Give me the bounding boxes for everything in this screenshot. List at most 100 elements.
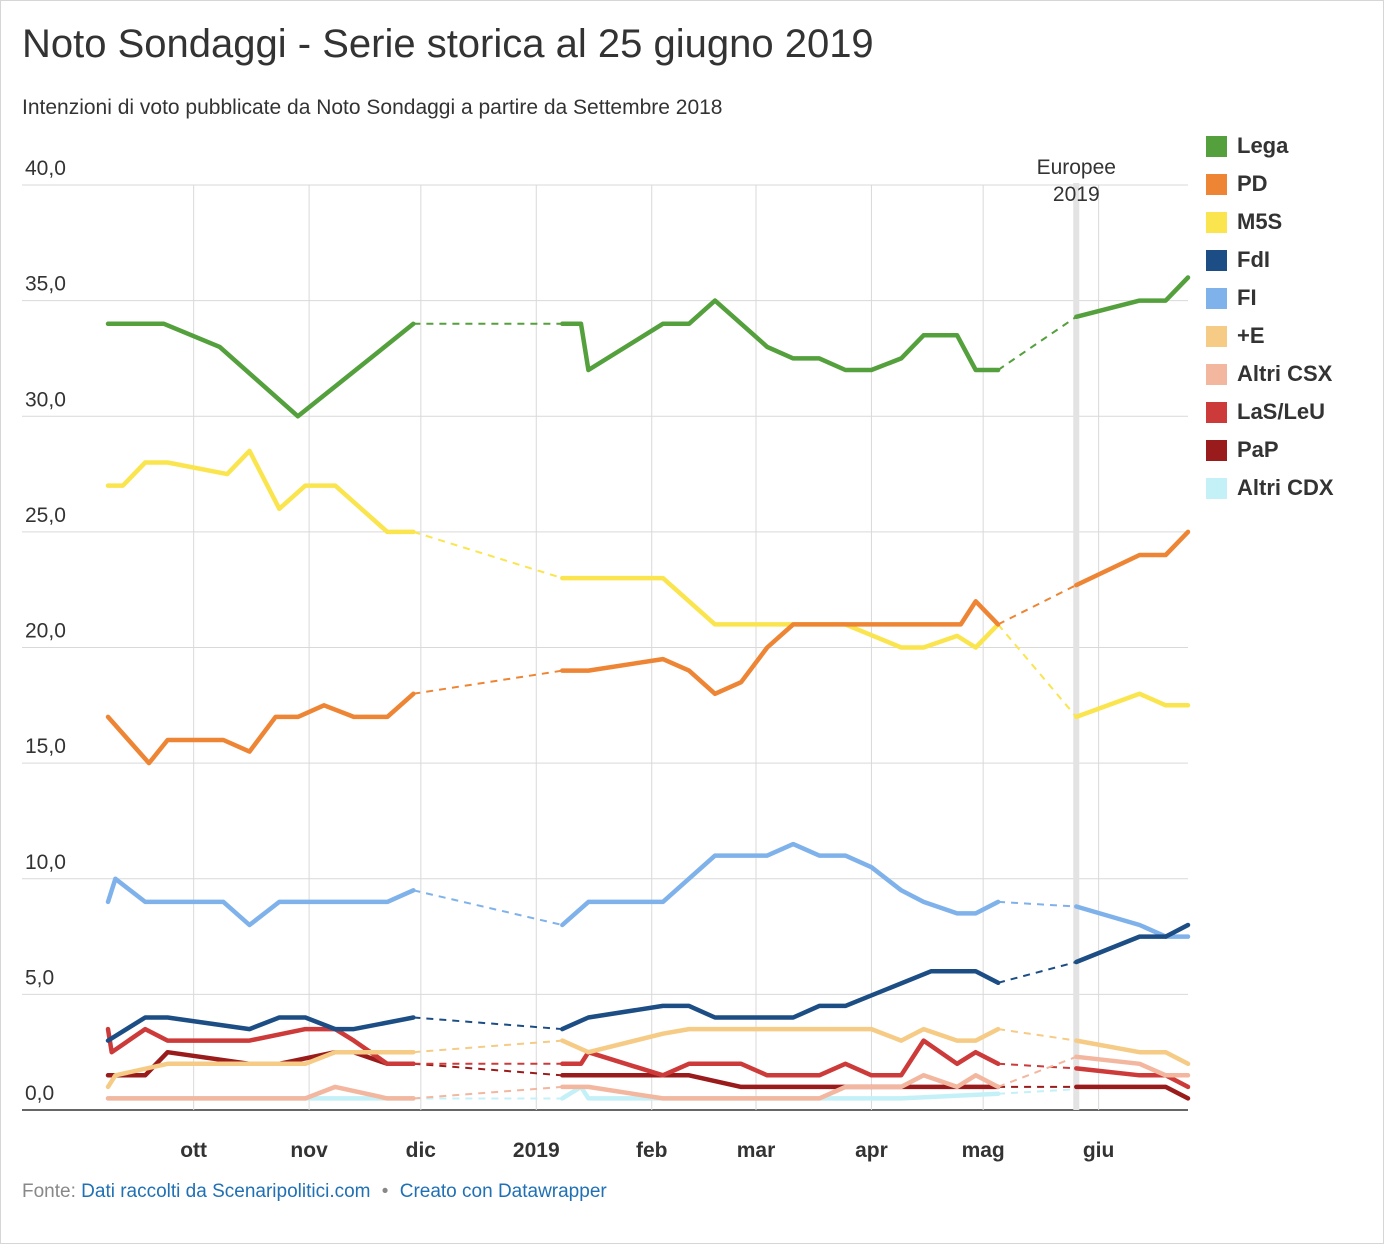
annotation-label: Europee 2019 (1037, 156, 1116, 206)
legend-swatch (1206, 287, 1227, 309)
series-gap-line (413, 1039, 563, 1054)
legend-label: FI (1237, 285, 1257, 310)
series-line (105, 876, 416, 928)
series-line (560, 298, 1001, 373)
series-line (1074, 529, 1191, 588)
source-link[interactable]: Dati raccolti da Scenaripolitici.com (81, 1181, 371, 1202)
series-line (105, 321, 416, 419)
x-tick-label: mag (962, 1139, 1005, 1162)
legend-item: Altri CSX (1206, 355, 1334, 393)
series-gap-line (997, 584, 1077, 626)
legend-label: M5S (1237, 209, 1283, 234)
x-tick-label: nov (290, 1139, 328, 1162)
legend-swatch (1206, 211, 1227, 233)
series-line (560, 599, 1001, 697)
footer-separator: • (381, 1181, 389, 1202)
series-line (1074, 904, 1191, 939)
series--e (105, 1026, 1191, 1090)
source-prefix: Fonte: (22, 1181, 76, 1202)
legend-label: +E (1237, 323, 1265, 348)
x-tick-label: feb (636, 1139, 668, 1162)
series-line (105, 1049, 416, 1090)
series-fi (105, 841, 1191, 939)
series-gap-line (997, 1055, 1077, 1088)
y-tick-label: 40,0 (25, 157, 66, 180)
legend-label: PaP (1237, 437, 1279, 462)
legend-item: PD (1206, 165, 1334, 203)
series-gap-line (413, 1016, 563, 1031)
series-line (560, 1038, 1001, 1078)
x-tick-label: mar (737, 1139, 776, 1162)
series-line (1074, 275, 1191, 320)
series-line (1074, 1054, 1191, 1078)
legend-item: M5S (1206, 203, 1334, 241)
legend-label: FdI (1237, 247, 1270, 272)
series-gap-line (997, 315, 1077, 371)
series-m5s (105, 448, 1191, 720)
series-line (560, 969, 1001, 1032)
x-axis-ticks: ott nov dic 2019 feb mar apr mag giu (180, 1139, 1114, 1162)
legend-item: LaS/LeU (1206, 393, 1334, 431)
series-line (1074, 1084, 1191, 1101)
grid-lines (22, 184, 1188, 1111)
y-tick-label: 30,0 (25, 388, 66, 411)
legend-swatch (1206, 135, 1227, 157)
legend-label: PD (1237, 171, 1268, 196)
legend-swatch (1206, 325, 1227, 347)
x-tick-label: dic (406, 1139, 437, 1162)
legend-swatch (1206, 249, 1227, 271)
x-tick-label: apr (855, 1139, 888, 1162)
series-lega (105, 275, 1191, 419)
series-line (560, 575, 1001, 650)
series-line (560, 841, 1001, 928)
series-gap-line (997, 623, 1078, 718)
datawrapper-link[interactable]: Creato con Datawrapper (399, 1181, 607, 1202)
series-line (105, 691, 416, 766)
y-tick-label: 20,0 (25, 620, 66, 643)
legend: Lega PD M5S FdI FI +E Altri CSX LaS/LeU PaP Altri… (1206, 127, 1334, 507)
x-tick-label: giu (1083, 1139, 1115, 1162)
series-line (1074, 1038, 1191, 1067)
series-gap-line (413, 889, 563, 926)
chart-title: Noto Sondaggi - Serie storica al 25 giug… (22, 22, 874, 66)
chart-subtitle: Intenzioni di voto pubblicate da Noto So… (22, 96, 723, 119)
series-line (560, 1084, 1001, 1101)
legend-item: Altri CDX (1206, 469, 1334, 507)
y-axis-ticks: 0,0 5,0 10,0 15,0 20,0 25,0 30,0 35,0 40,0 (25, 157, 66, 1105)
series-gap-line (998, 1088, 1077, 1095)
series-pd (105, 529, 1191, 766)
legend-label: Altri CDX (1237, 475, 1334, 500)
series-fdi (105, 922, 1191, 1043)
election-marker (1073, 183, 1080, 1110)
legend-item: +E (1206, 317, 1334, 355)
legend-swatch (1206, 401, 1227, 423)
series-line (560, 1026, 1001, 1055)
election-annotation: Europee 2019 (1037, 156, 1116, 1110)
legend-label: Altri CSX (1237, 361, 1333, 386)
legend-swatch (1206, 363, 1227, 385)
series-line (1074, 1066, 1191, 1090)
y-tick-label: 35,0 (25, 273, 66, 296)
series-gap-line (997, 1028, 1077, 1042)
y-tick-label: 15,0 (25, 735, 66, 758)
y-tick-label: 10,0 (25, 851, 66, 874)
legend-label: LaS/LeU (1237, 399, 1326, 424)
y-tick-label: 25,0 (25, 504, 66, 527)
y-tick-label: 5,0 (25, 966, 54, 989)
series-gap-line (998, 1062, 1077, 1070)
x-tick-label: 2019 (513, 1139, 560, 1162)
series-gap-line (413, 1062, 563, 1077)
series-line (1074, 691, 1191, 720)
legend-item: Lega (1206, 127, 1334, 165)
legend-swatch (1206, 173, 1227, 195)
legend-swatch (1206, 477, 1227, 499)
legend-item: FdI (1206, 241, 1334, 279)
legend-item: PaP (1206, 431, 1334, 469)
series-gap-line (413, 669, 563, 695)
footer: Fonte: Dati raccolti da Scenaripolitici.… (22, 1181, 607, 1203)
legend-item: FI (1206, 279, 1334, 317)
legend-swatch (1206, 439, 1227, 461)
series-lines (105, 275, 1191, 1101)
series-line (105, 448, 416, 535)
